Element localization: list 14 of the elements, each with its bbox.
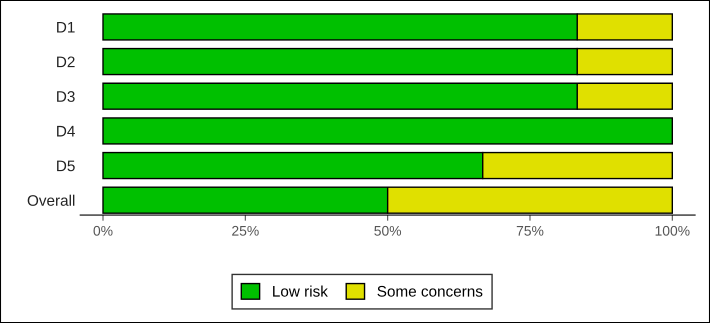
bar [102, 117, 674, 145]
y-tick-label: D5 [57, 160, 75, 172]
x-tick-label: 50% [374, 226, 402, 236]
x-tick-label: 0% [94, 226, 113, 236]
x-tick-label: 100% [656, 226, 690, 236]
legend-label: Low risk [273, 285, 328, 297]
y-tick-label: D2 [57, 56, 75, 68]
y-tick-label: D4 [57, 126, 75, 136]
x-tick-label: 75% [516, 226, 544, 236]
y-tick-label: D1 [57, 22, 75, 32]
y-tick-label: Overall [28, 194, 74, 206]
y-tick-label: D3 [57, 91, 75, 102]
x-tick-label: 25% [232, 226, 259, 236]
legend-label: Some concerns [377, 286, 482, 297]
